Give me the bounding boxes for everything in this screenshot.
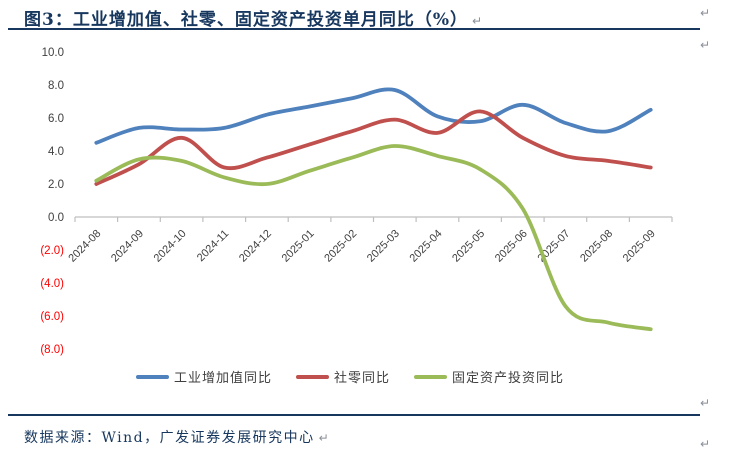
y-axis-label: (6.0): [40, 311, 64, 323]
legend-line-swatch: [135, 374, 169, 379]
paragraph-mark-icon: ↵: [700, 6, 711, 20]
legend-item: 工业增加值同比: [135, 367, 272, 386]
paragraph-mark-icon: ↵: [700, 396, 711, 410]
paragraph-mark-icon: ↵: [471, 14, 483, 28]
y-axis-label: 8.0: [48, 80, 64, 92]
figure-title: 图3：工业增加值、社零、固定资产投资单月同比（%）: [24, 10, 468, 30]
figure-title-row: 图3：工业增加值、社零、固定资产投资单月同比（%） ↵: [24, 5, 714, 30]
y-axis-label: (8.0): [40, 344, 64, 356]
paragraph-mark-icon: ↵: [318, 431, 329, 445]
x-axis-label: 2024-12: [237, 228, 274, 265]
series-line: [94, 144, 653, 332]
x-axis-label: 2025-02: [322, 228, 359, 265]
legend-item: 固定资产投资同比: [414, 367, 564, 386]
legend-label: 固定资产投资同比: [452, 371, 565, 386]
y-axis-label: 4.0: [48, 146, 64, 158]
x-axis-label: 2025-03: [365, 228, 402, 265]
legend-item: 社零同比: [295, 367, 390, 386]
legend-label: 社零同比: [333, 371, 390, 386]
paragraph-mark-icon: ↵: [700, 38, 711, 52]
legend-label: 工业增加值同比: [173, 371, 272, 386]
series-line: [94, 87, 653, 145]
chart-legend: 工业增加值同比 社零同比 固定资产投资同比: [0, 367, 700, 386]
legend-line-swatch: [295, 374, 329, 379]
x-axis-label: 2025-09: [621, 228, 658, 265]
y-axis-label: 0.0: [48, 212, 64, 224]
x-axis-label: 2025-05: [450, 228, 487, 265]
paragraph-mark-icon: ↵: [700, 437, 711, 451]
series-line: [94, 109, 653, 186]
y-axis-label: 10.0: [42, 47, 64, 59]
source-note-row: 数据来源：Wind，广发证券发展研究中心 ↵: [24, 427, 329, 447]
x-axis-label: 2025-06: [493, 228, 530, 265]
x-axis-label: 2025-08: [578, 228, 615, 265]
x-axis-label: 2024-11: [195, 228, 231, 264]
x-axis-label: 2025-04: [408, 228, 445, 265]
x-axis-label: 2025-01: [280, 228, 317, 265]
source-note: 数据来源：Wind，广发证券发展研究中心: [24, 430, 315, 446]
x-axis-label: 2024-08: [66, 228, 103, 265]
y-axis-label: 2.0: [48, 179, 64, 191]
footer-divider: [8, 414, 700, 416]
x-axis-label: 2024-10: [152, 228, 189, 265]
y-axis-label: 6.0: [48, 113, 64, 125]
title-divider: [8, 28, 700, 30]
y-axis-label: (4.0): [40, 278, 64, 290]
x-axis-label: 2024-09: [109, 228, 146, 265]
legend-line-swatch: [414, 374, 447, 379]
y-axis-label: (2.0): [40, 245, 64, 257]
line-chart: 10.0 8.0 6.0 4.0 2.0 0.0 (2.0) (4.0) (6.0) (8.0) 2…: [40, 47, 673, 356]
